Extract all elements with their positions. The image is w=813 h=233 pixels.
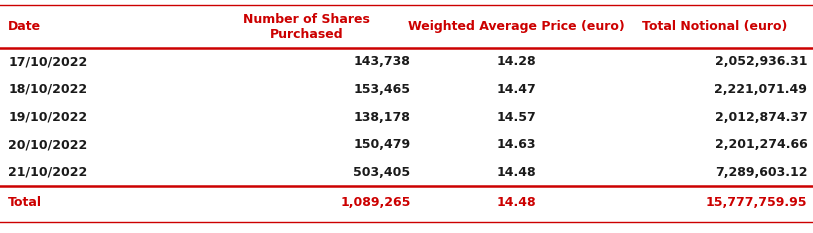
Text: Weighted Average Price (euro): Weighted Average Price (euro) <box>408 21 624 34</box>
Text: 14.28: 14.28 <box>497 55 536 68</box>
Text: 14.63: 14.63 <box>497 138 536 151</box>
Text: 21/10/2022: 21/10/2022 <box>8 166 87 179</box>
Text: 150,479: 150,479 <box>354 138 411 151</box>
Text: 1,089,265: 1,089,265 <box>340 195 411 209</box>
Text: 15,777,759.95: 15,777,759.95 <box>706 195 807 209</box>
Text: 2,012,874.37: 2,012,874.37 <box>715 110 807 123</box>
Text: 2,201,274.66: 2,201,274.66 <box>715 138 807 151</box>
Text: 14.57: 14.57 <box>497 110 536 123</box>
Text: 2,221,071.49: 2,221,071.49 <box>715 83 807 96</box>
Text: 19/10/2022: 19/10/2022 <box>8 110 87 123</box>
Text: 17/10/2022: 17/10/2022 <box>8 55 87 68</box>
Text: Total: Total <box>8 195 42 209</box>
Text: 20/10/2022: 20/10/2022 <box>8 138 87 151</box>
Text: 143,738: 143,738 <box>354 55 411 68</box>
Text: 153,465: 153,465 <box>354 83 411 96</box>
Text: 18/10/2022: 18/10/2022 <box>8 83 87 96</box>
Text: 14.48: 14.48 <box>497 166 536 179</box>
Text: 138,178: 138,178 <box>354 110 411 123</box>
Text: 503,405: 503,405 <box>354 166 411 179</box>
Text: 14.48: 14.48 <box>497 195 536 209</box>
Text: Number of Shares
Purchased: Number of Shares Purchased <box>243 13 371 41</box>
Text: Date: Date <box>8 21 41 34</box>
Text: 2,052,936.31: 2,052,936.31 <box>715 55 807 68</box>
Text: Total Notional (euro): Total Notional (euro) <box>642 21 787 34</box>
Text: 7,289,603.12: 7,289,603.12 <box>715 166 807 179</box>
Text: 14.47: 14.47 <box>497 83 536 96</box>
